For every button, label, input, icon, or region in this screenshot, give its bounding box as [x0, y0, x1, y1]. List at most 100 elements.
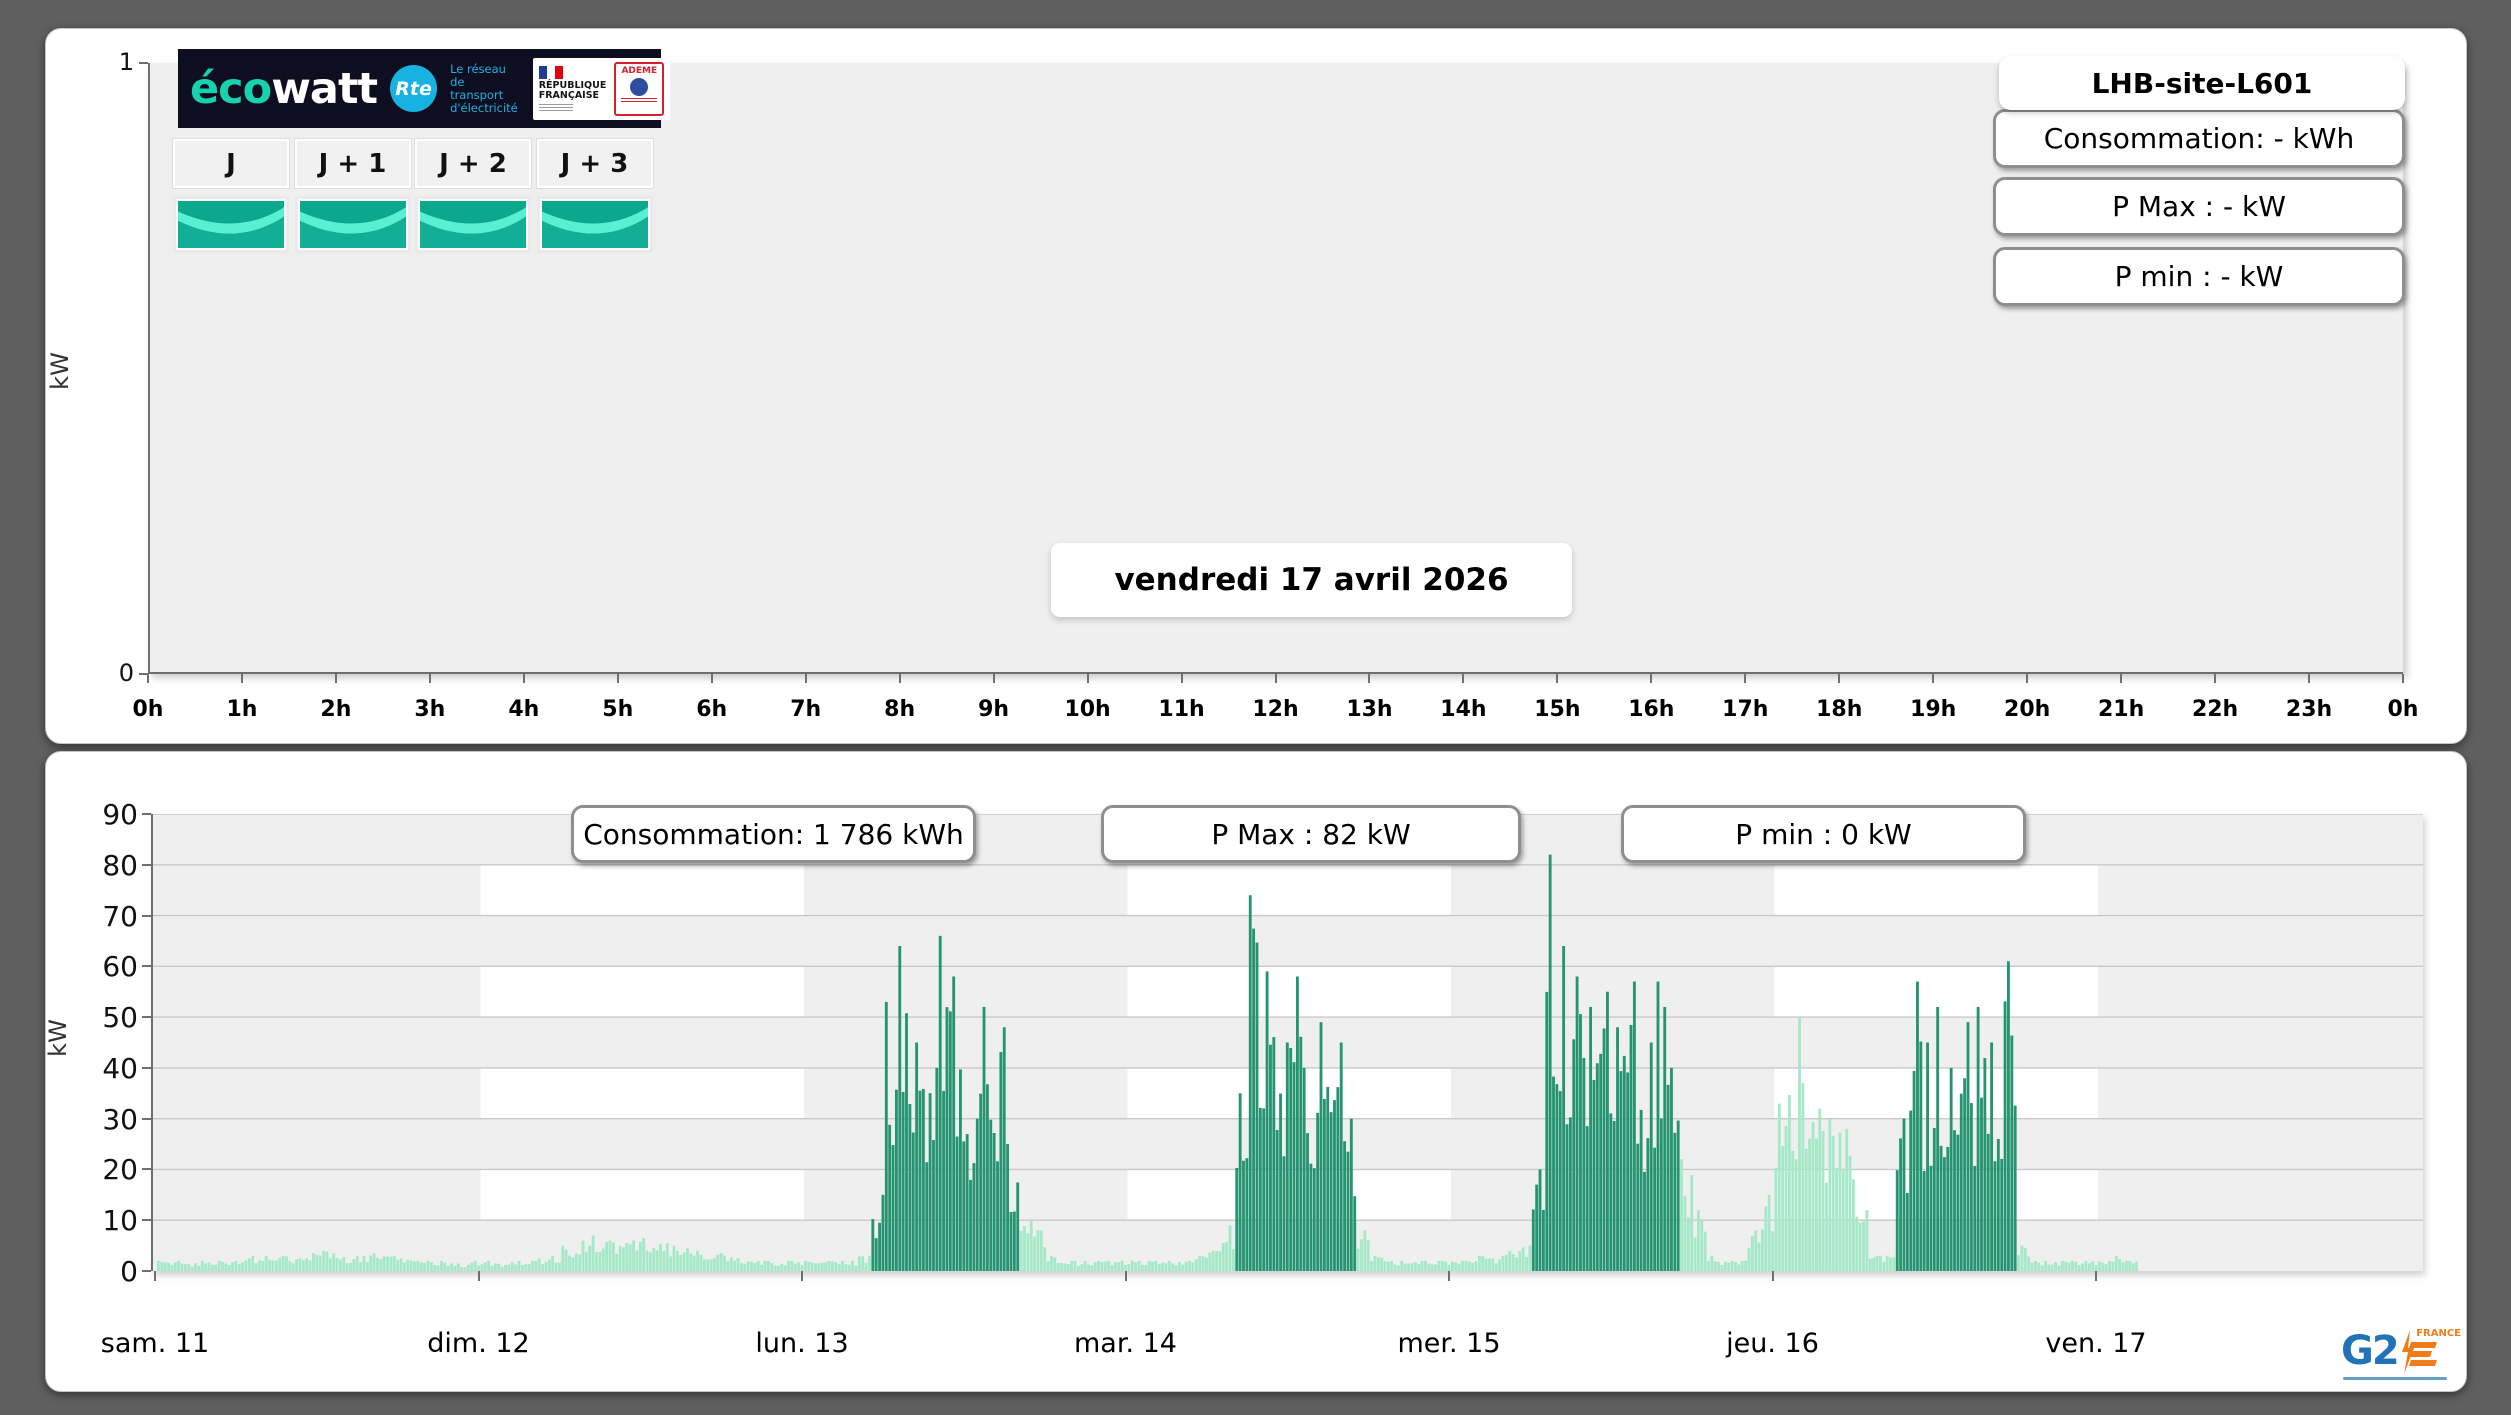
week-y-axis-unit: kW: [44, 1019, 72, 1057]
ecowatt-wordmark: écowatt: [190, 63, 378, 114]
week-xtick-4: [1448, 1271, 1450, 1281]
ecowatt-wordmark-watt: watt: [271, 63, 378, 114]
week-day-label-sam11: sam. 11: [100, 1328, 210, 1359]
day-tab-j+3-signal-vert[interactable]: [536, 196, 653, 253]
today-xtick-9: [992, 674, 995, 683]
rte-logo-icon: Rte: [390, 65, 438, 112]
week-xtick-3: [1124, 1271, 1127, 1281]
g2e-letter-e: [2408, 1342, 2437, 1366]
ecowatt-logo: écowatt Rte Le réseau de transport d'éle…: [178, 49, 671, 128]
today-ytick-label-0: 0: [118, 659, 134, 687]
week-xtick-2: [801, 1271, 803, 1281]
today-xtick-4: [522, 674, 525, 683]
today-xtick-21: [2120, 674, 2123, 683]
today-xtick-10: [1086, 674, 1089, 683]
today-xtick-24: [2402, 674, 2404, 683]
day-tab-j-signal-vert[interactable]: [173, 196, 289, 253]
week-day-label-ven17: ven. 17: [2045, 1328, 2147, 1359]
today-ytick-1: [139, 62, 148, 64]
day-tab-j+2-signal-vert[interactable]: [415, 196, 531, 253]
week-day-label-mer15: mer. 15: [1397, 1328, 1501, 1359]
ademe-globe-icon: [630, 77, 649, 96]
g2e-tagline-placeholder: [2343, 1377, 2447, 1380]
today-xtick-label-20: 20h: [2004, 697, 2051, 722]
week-xtick-6: [2095, 1271, 2097, 1281]
today-consumption-stat: Consommation: - kWh: [1993, 109, 2405, 168]
day-tab-j+2-button[interactable]: J + 2: [414, 138, 532, 189]
today-xtick-label-10: 10h: [1064, 697, 1111, 722]
today-xtick-11: [1180, 674, 1183, 683]
today-xtick-label-11: 11h: [1158, 697, 1205, 722]
today-xtick-7: [804, 674, 807, 683]
week-pmin-stat: P min : 0 kW: [1621, 805, 2026, 863]
today-xtick-8: [898, 674, 901, 683]
site-name-badge: LHB-site-L601: [1999, 56, 2405, 110]
today-xtick-label-17: 17h: [1722, 697, 1769, 722]
today-xtick-1: [240, 674, 243, 683]
ademe-label: ADEME: [621, 65, 658, 76]
week-consumption-stat: Consommation: 1 786 kWh: [571, 805, 976, 863]
today-pmax-stat: P Max : - kW: [1993, 177, 2405, 236]
today-xtick-5: [616, 674, 619, 683]
today-pmin-stat: P min : - kW: [1993, 247, 2405, 306]
day-tab-j+3: J + 3: [535, 138, 654, 189]
g2e-logo: G2 FRANCE: [2331, 1326, 2463, 1386]
week-day-label-lun13: lun. 13: [755, 1328, 849, 1359]
today-xtick-23: [2308, 674, 2311, 683]
week-ytick-label-0: 0: [120, 1255, 138, 1288]
week-ytick-label-80: 80: [102, 848, 138, 882]
week-ytick-0: [142, 1270, 151, 1272]
today-xtick-label-24: 0h: [2387, 697, 2419, 722]
today-xtick-2: [334, 674, 337, 683]
today-ytick-0: [139, 673, 148, 675]
week-bar-chart: [153, 814, 2423, 1271]
week-ytick-label-40: 40: [102, 1051, 138, 1085]
ecowatt-signal-vert-icon: [541, 201, 648, 248]
today-xtick-label-4: 4h: [508, 697, 540, 722]
ecowatt-signal-vert-icon: [420, 201, 526, 248]
today-xtick-label-7: 7h: [790, 697, 822, 722]
day-tab-j+3-button[interactable]: J + 3: [535, 138, 654, 189]
today-xtick-label-3: 3h: [414, 697, 446, 722]
today-y-axis-unit: kW: [46, 352, 74, 390]
g2e-wordmark: G2: [2341, 1328, 2400, 1374]
day-tab-j+1-signal-vert[interactable]: [294, 196, 411, 253]
today-xtick-label-18: 18h: [1816, 697, 1863, 722]
today-xtick-3: [428, 674, 431, 683]
today-xtick-label-19: 19h: [1910, 697, 1957, 722]
week-xtick-1: [477, 1271, 480, 1281]
today-xtick-label-15: 15h: [1534, 697, 1581, 722]
day-tab-j-button[interactable]: J: [172, 138, 290, 189]
week-pmax-stat: P Max : 82 kW: [1101, 805, 1521, 863]
ademe-logo: ADEME: [614, 61, 665, 116]
week-ytick-label-70: 70: [102, 899, 138, 933]
today-panel: kW 0 1 0h 1h 2h 3h 4h 5h 6h 7h 8h 9h 10h 11h 12h 13h 14h…: [45, 28, 2467, 744]
today-xtick-20: [2026, 674, 2029, 683]
week-ytick-90: [142, 813, 151, 815]
today-xtick-label-16: 16h: [1628, 697, 1675, 722]
republique-motto-placeholder: [538, 103, 573, 112]
selected-date-label: vendredi 17 avril 2026: [1051, 543, 1572, 617]
week-chart-plot-area: [151, 814, 2423, 1271]
week-ytick-70: [142, 914, 151, 917]
week-ytick-label-30: 30: [102, 1102, 138, 1136]
week-ytick-80: [142, 863, 151, 866]
today-xtick-22: [2214, 674, 2217, 683]
today-xtick-label-21: 21h: [2097, 697, 2145, 722]
today-ytick-label-1: 1: [118, 48, 134, 76]
ecowatt-signal-vert-icon: [299, 201, 406, 248]
ecowatt-signal-vert-icon: [178, 201, 284, 248]
today-xtick-19: [1932, 674, 1935, 683]
day-tab-j+2: J + 2: [414, 138, 532, 189]
day-tab-j+1-button[interactable]: J + 1: [293, 138, 412, 189]
ademe-subtext-placeholder: [621, 97, 658, 102]
ecowatt-wordmark-eco: éco: [190, 63, 272, 114]
today-xtick-label-2: 2h: [320, 697, 352, 722]
week-panel: kW 0 10 20 30 40 50 60 70 80 90 sam. 11 dim. 12 lun.…: [44, 751, 2467, 1392]
today-xtick-15: [1556, 674, 1559, 683]
today-xtick-label-1: 1h: [226, 697, 258, 722]
today-xtick-label-8: 8h: [884, 697, 916, 722]
week-ytick-50: [142, 1016, 151, 1019]
today-xtick-12: [1274, 674, 1277, 683]
week-day-label-jeu16: jeu. 16: [1726, 1328, 1819, 1359]
